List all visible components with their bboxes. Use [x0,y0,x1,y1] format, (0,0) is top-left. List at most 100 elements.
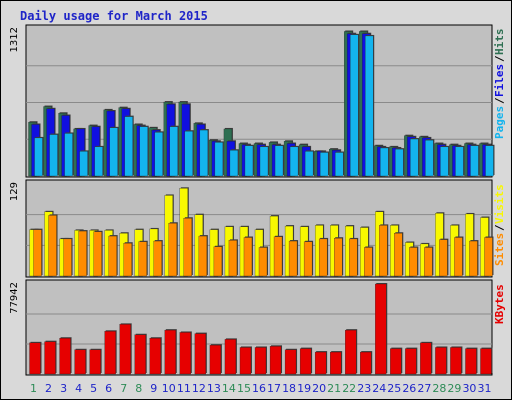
bar-pages-day-30 [470,145,479,177]
bar-kbytes-day-22 [345,329,357,375]
bar-kbytes-day-15 [239,347,252,375]
bar-kbytes-day-13 [209,344,222,375]
bar-sites-day-28 [439,239,448,277]
bar-sites-day-3 [63,238,72,277]
legend-visits: Visits [493,184,506,224]
kbytes_panel-ymax-label: 77942 [9,282,20,314]
bar-pages-day-7 [124,116,133,177]
hits_panel-ymax-label: 1312 [9,27,20,52]
bar-sites-day-14 [228,240,238,277]
x-label-day-6: 6 [105,382,112,395]
x-label-day-25: 25 [387,382,401,395]
bar-sites-day-11 [183,218,192,277]
bar-kbytes-day-3 [59,338,71,375]
bar-pages-day-10 [169,126,178,177]
bar-sites-day-1 [33,229,42,277]
bar-pages-day-2 [49,134,58,177]
bar-pages-day-5 [94,146,103,177]
bar-pages-day-31 [485,145,494,177]
bar-sites-day-2 [48,215,57,277]
bar-pages-day-19 [304,151,314,177]
x-label-day-14: 14 [222,382,236,395]
x-label-day-15: 15 [237,382,251,395]
bar-kbytes-day-16 [254,347,267,375]
x-label-day-5: 5 [90,382,97,395]
bar-kbytes-day-23 [360,351,372,375]
x-label-day-26: 26 [402,382,416,395]
x-label-day-13: 13 [207,382,221,395]
bar-sites-day-6 [108,235,117,277]
bar-sites-day-5 [93,231,102,277]
bar-pages-day-24 [380,147,389,177]
bar-pages-day-15 [244,145,254,177]
x-label-day-3: 3 [60,382,67,395]
bar-sites-day-21 [334,238,343,277]
bar-sites-day-19 [303,241,313,277]
bar-kbytes-day-6 [104,331,116,375]
bar-sites-day-8 [138,241,147,277]
x-label-day-9: 9 [150,382,157,395]
bar-sites-day-16 [258,247,268,277]
bar-pages-day-21 [335,152,344,177]
bar-sites-day-20 [318,238,328,277]
x-label-day-11: 11 [177,382,191,395]
bar-kbytes-day-19 [299,348,312,375]
legend-files: Files [493,64,506,97]
bar-kbytes-day-28 [435,347,447,375]
bar-kbytes-day-9 [149,338,161,375]
legend-separator: / [493,55,506,62]
legend-kbytes: KBytes [493,284,506,324]
bar-pages-day-28 [440,146,449,177]
bar-pages-day-22 [350,34,359,177]
bar-pages-day-17 [274,145,284,177]
bar-pages-day-11 [184,131,193,177]
bar-kbytes-day-1 [29,342,41,375]
bar-kbytes-day-12 [194,333,207,375]
bar-kbytes-day-26 [405,348,417,375]
bar-sites-day-23 [364,247,373,277]
bar-sites-day-31 [484,237,493,277]
x-label-day-20: 20 [312,382,326,395]
x-label-day-24: 24 [372,382,386,395]
x-label-day-23: 23 [357,382,371,395]
x-label-day-2: 2 [45,382,52,395]
bar-kbytes-day-18 [284,349,297,375]
bar-pages-day-20 [319,152,329,177]
bar-sites-day-18 [288,240,298,277]
bar-kbytes-day-5 [89,349,101,375]
bar-sites-day-17 [273,236,283,277]
bar-pages-day-3 [64,133,73,177]
bar-sites-day-30 [469,240,478,277]
bar-kbytes-day-8 [134,334,146,375]
bar-pages-day-6 [109,127,118,177]
x-label-day-31: 31 [477,382,491,395]
bar-sites-day-13 [213,246,223,277]
bar-pages-day-13 [214,142,224,177]
legend-hits: Hits [493,29,506,56]
bar-kbytes-day-2 [44,341,56,375]
x-label-day-12: 12 [192,382,206,395]
bar-pages-day-9 [154,132,163,177]
x-label-day-7: 7 [120,382,127,395]
legend-pages: Pages [493,106,506,139]
bar-sites-day-22 [349,238,358,277]
x-label-day-29: 29 [447,382,461,395]
x-label-day-30: 30 [462,382,476,395]
bar-sites-day-10 [168,223,177,277]
bar-pages-day-16 [259,146,269,177]
bar-kbytes-day-29 [450,347,462,375]
kbytes_panel: 77942 KBytes [9,279,506,376]
x-label-day-19: 19 [297,382,311,395]
bar-pages-day-27 [425,139,434,177]
bar-sites-day-4 [78,230,87,277]
bar-kbytes-day-27 [420,342,432,375]
bar-sites-day-25 [394,233,403,277]
bar-pages-day-14 [229,150,239,177]
x-label-day-21: 21 [327,382,341,395]
bar-kbytes-day-11 [179,332,191,375]
bar-pages-day-23 [365,35,374,177]
x-label-day-8: 8 [135,382,142,395]
x-label-day-1: 1 [30,382,37,395]
